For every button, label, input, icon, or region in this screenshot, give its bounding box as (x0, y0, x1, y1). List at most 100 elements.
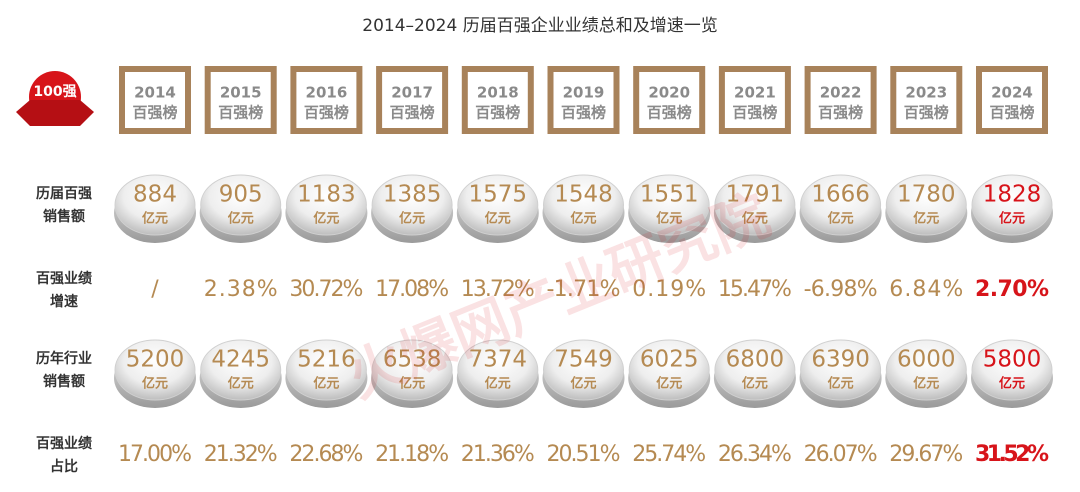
year-box (119, 66, 191, 134)
year-box (718, 66, 791, 134)
row-label: 销售额 (43, 208, 85, 225)
value: 21.18% (375, 442, 449, 467)
unit: 亿元 (485, 376, 511, 392)
value: 17.00% (118, 442, 192, 467)
year-subtitle: 百强榜 (475, 104, 520, 122)
year-subtitle: 百强榜 (390, 104, 435, 122)
unit: 亿元 (228, 376, 254, 392)
year-box (633, 66, 706, 134)
unit: 亿元 (828, 211, 854, 227)
value: 6025 (640, 347, 699, 373)
unit: 亿元 (399, 211, 425, 227)
disc (971, 339, 1053, 401)
disc (628, 339, 710, 401)
value: 30.72% (289, 277, 363, 302)
value: 6538 (383, 347, 442, 373)
unit: 亿元 (485, 211, 511, 227)
disc (971, 174, 1053, 236)
value: 884 (133, 182, 177, 208)
disc (285, 174, 367, 236)
year-subtitle: 百强榜 (904, 104, 949, 122)
disc (200, 174, 282, 236)
value: 1548 (554, 182, 613, 208)
year-box (461, 66, 534, 134)
unit: 亿元 (313, 376, 339, 392)
disc (714, 174, 796, 236)
row-label: 历年行业 (36, 350, 92, 367)
row-label: 占比 (50, 458, 78, 475)
value: 17.08% (375, 277, 449, 302)
value: 1385 (383, 182, 442, 208)
year: 2022 (820, 84, 862, 102)
disc (285, 339, 367, 401)
year-subtitle: 百强榜 (732, 104, 777, 122)
row-label: 百强业绩 (36, 270, 92, 287)
value: 1183 (297, 182, 356, 208)
row-label: 销售额 (43, 373, 85, 390)
disc (200, 339, 282, 401)
value: 905 (219, 182, 263, 208)
value: 7549 (554, 347, 613, 373)
unit: 亿元 (656, 376, 682, 392)
value: 1780 (897, 182, 956, 208)
value: 29.67% (889, 442, 963, 467)
value: 2.70% (975, 277, 1049, 302)
year: 2021 (734, 84, 776, 102)
disc (114, 339, 196, 401)
unit: 亿元 (142, 376, 168, 392)
year-subtitle: 百强榜 (304, 104, 349, 122)
disc (371, 174, 453, 236)
value: -6.98% (804, 277, 878, 302)
value: 1828 (983, 182, 1042, 208)
year-box (890, 66, 963, 134)
value: 1791 (726, 182, 785, 208)
year-subtitle: 百强榜 (818, 104, 863, 122)
value: 5216 (297, 347, 356, 373)
year-box (376, 66, 449, 134)
value: 21.36% (461, 442, 535, 467)
year: 2023 (905, 84, 947, 102)
disc (800, 339, 882, 401)
disc (543, 174, 624, 236)
unit: 亿元 (656, 211, 682, 227)
value: 7374 (469, 347, 528, 373)
year-box (547, 66, 620, 134)
value: 0.19% (632, 277, 706, 302)
row-label: 历届百强 (36, 186, 92, 202)
unit: 亿元 (913, 211, 939, 227)
year: 2018 (477, 84, 519, 102)
value: 31.52% (975, 442, 1049, 467)
year: 2019 (563, 84, 605, 102)
disc (543, 339, 624, 401)
value: 15.47% (718, 277, 792, 302)
year-box (204, 66, 277, 134)
year: 2014 (134, 84, 176, 102)
year-subtitle: 百强榜 (218, 104, 263, 122)
disc (714, 339, 796, 401)
disc (457, 174, 539, 236)
value: 6.84% (889, 277, 963, 302)
unit: 亿元 (999, 211, 1025, 227)
value: 13.72% (461, 277, 535, 302)
row-label: 百强业绩 (36, 435, 92, 452)
year-subtitle: 百强榜 (989, 104, 1034, 122)
row-label: 增速 (50, 293, 78, 310)
unit: 亿元 (913, 376, 939, 392)
disc (114, 174, 196, 236)
unit: 亿元 (742, 211, 768, 227)
value: -1.71% (547, 277, 621, 302)
value: 1666 (811, 182, 870, 208)
year-box (804, 66, 877, 134)
disc (885, 174, 967, 236)
unit: 亿元 (570, 211, 596, 227)
value: 5200 (126, 347, 185, 373)
title: 2014–2024 历届百强企业业绩总和及增速一览 (362, 16, 717, 36)
disc (371, 339, 453, 401)
year-subtitle: 百强榜 (647, 104, 692, 122)
unit: 亿元 (570, 376, 596, 392)
unit: 亿元 (142, 211, 168, 227)
value: 5800 (983, 347, 1042, 373)
year: 2015 (220, 84, 262, 102)
value: / (151, 277, 159, 302)
